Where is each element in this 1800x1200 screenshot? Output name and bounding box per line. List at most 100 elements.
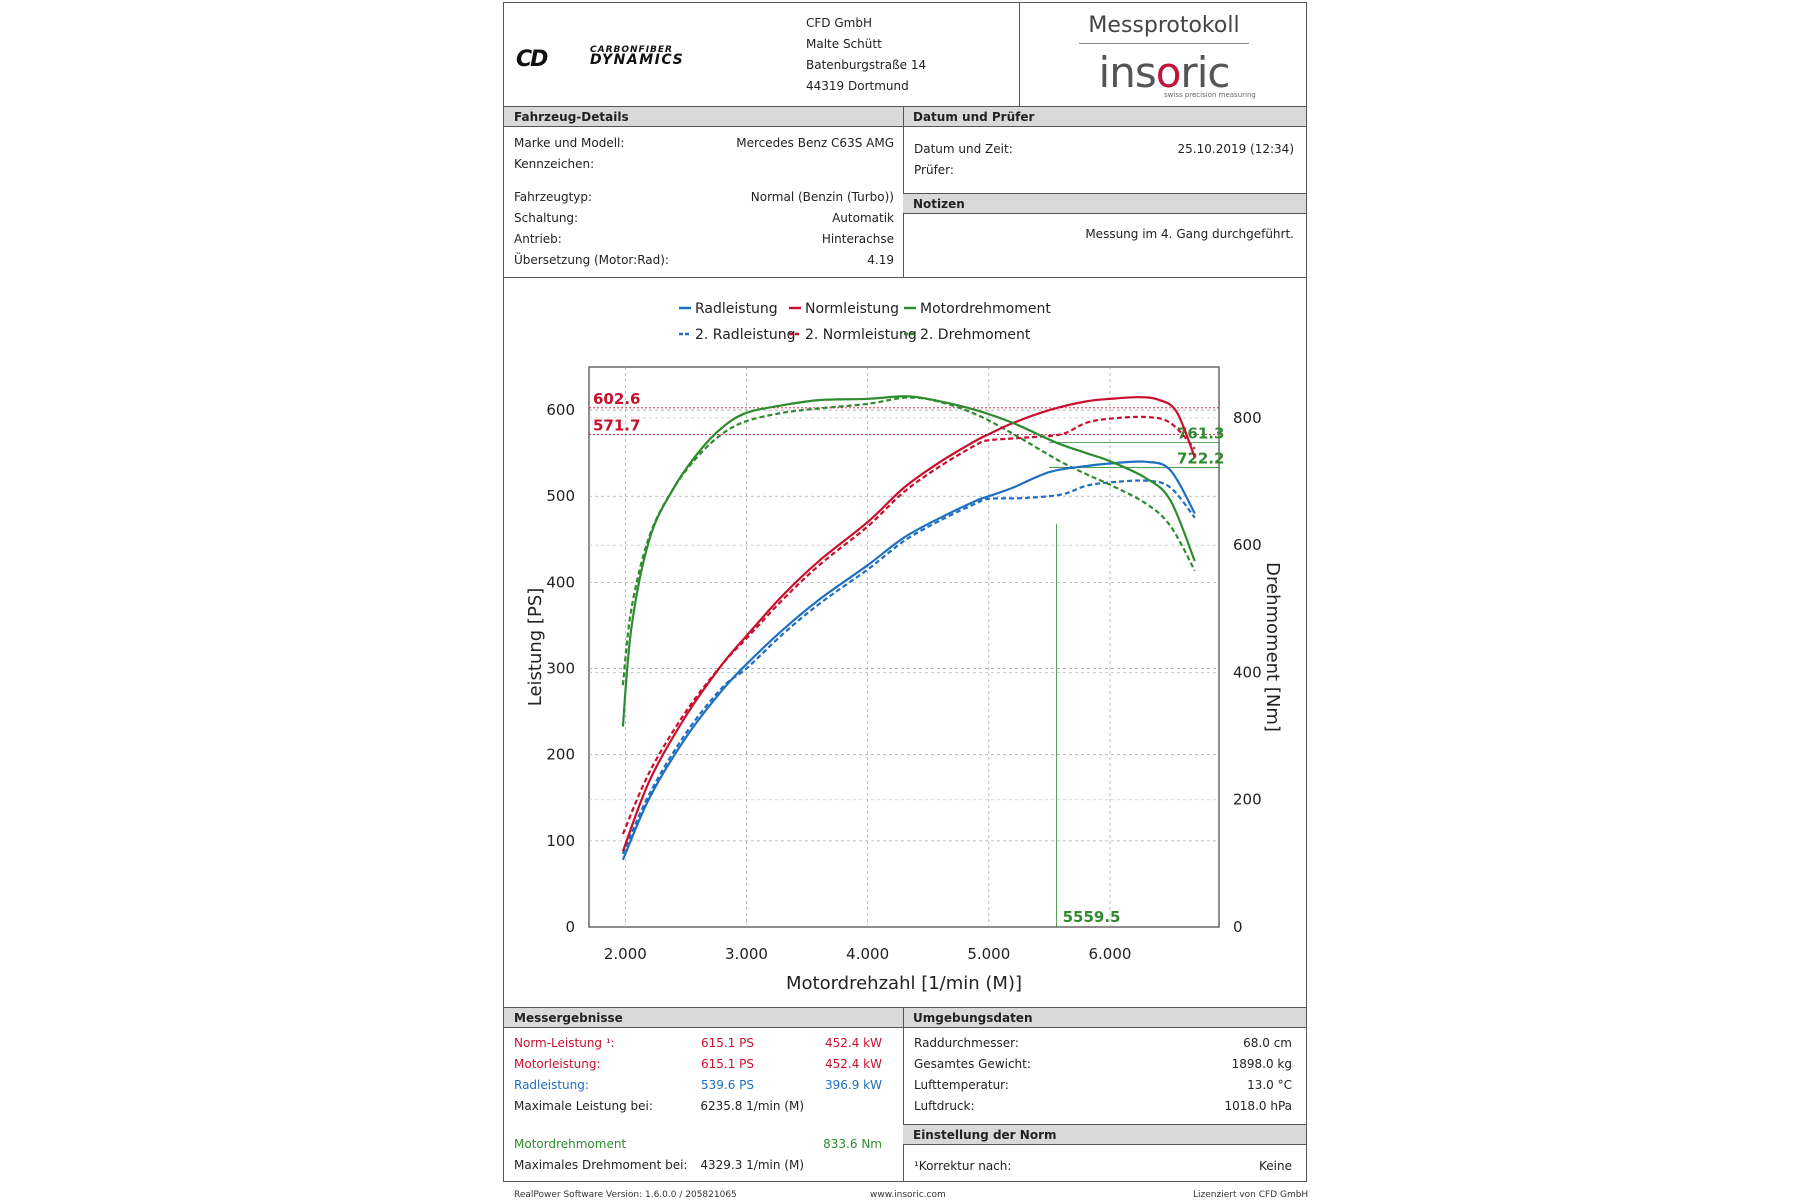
result-label: Maximales Drehmoment bei: — [514, 1158, 688, 1172]
y2-tick-label: 400 — [1233, 663, 1262, 681]
x-tick-label: 4.000 — [846, 945, 889, 963]
annotation-label: 571.7 — [593, 416, 640, 434]
annotation-label: 602.6 — [593, 390, 640, 408]
vehicle-label: Antrieb: — [514, 232, 562, 246]
env-value: 13.0 °C — [1247, 1078, 1292, 1092]
header-divider — [1019, 3, 1020, 107]
env-value: 1898.0 kg — [1231, 1057, 1292, 1071]
y-tick-label: 600 — [546, 401, 575, 419]
result-value: 6235.8 1/min (M) — [700, 1099, 804, 1113]
results-section-header: Messergebnisse — [504, 1007, 904, 1028]
vehicle-value: Mercedes Benz C63S AMG — [736, 136, 894, 150]
x-axis-label: Motordrehzahl [1/min (M)] — [786, 973, 1022, 994]
section-bottom-line — [504, 277, 1306, 278]
y-tick-label: 500 — [546, 487, 575, 505]
y2-tick-label: 0 — [1233, 918, 1243, 936]
vehicle-section-header: Fahrzeug-Details — [504, 106, 904, 127]
vehicle-value: Hinterachse — [821, 232, 894, 246]
date-label: Datum und Zeit: — [914, 142, 1013, 156]
annotation-label: 5559.5 — [1063, 908, 1121, 926]
dyno-chart: 2.000 3.000 4.000 5.000 6.000 0 100 200 300 400 50… — [525, 301, 1283, 994]
legend-label: 2. Radleistung — [695, 327, 796, 343]
y-axis-label: Leistung [PS] — [525, 588, 546, 707]
x-tick-label: 2.000 — [604, 945, 647, 963]
legend-label: Radleistung — [695, 301, 778, 317]
plot-area — [588, 366, 1220, 928]
env-label: Raddurchmesser: — [914, 1036, 1019, 1050]
legend-label: 2. Drehmoment — [920, 327, 1031, 343]
result-label: Norm-Leistung ¹: — [514, 1036, 615, 1050]
y2-tick-label: 800 — [1233, 409, 1262, 427]
environment-section-header: Umgebungsdaten — [903, 1007, 1306, 1028]
x-tick-label: 3.000 — [725, 945, 768, 963]
insoric-logo-part: ins — [1098, 48, 1157, 97]
address-line: CFD GmbH — [806, 16, 872, 30]
cfd-brand-logo: CARBONFIBER DYNAMICS — [590, 45, 685, 68]
y2-tick-label: 200 — [1233, 791, 1262, 809]
cfd-logo-icon: CD — [516, 47, 548, 72]
x-tick-label: 6.000 — [1088, 945, 1131, 963]
legend-label: Motordrehmoment — [920, 301, 1051, 317]
series-line-radleistung — [621, 460, 1196, 861]
result-value: 4329.3 1/min (M) — [700, 1158, 804, 1172]
brand-line-2: DYNAMICS — [590, 52, 685, 68]
env-label: Lufttemperatur: — [914, 1078, 1009, 1092]
result-kw: 452.4 kW — [825, 1036, 882, 1050]
env-value: 68.0 cm — [1243, 1036, 1292, 1050]
protocol-title: Messprotokoll — [1088, 13, 1240, 38]
date-section-header: Datum und Prüfer — [903, 106, 1306, 127]
y-tick-label: 100 — [546, 832, 575, 850]
annotation-label: 722.2 — [1177, 449, 1224, 467]
y-tick-label: 300 — [546, 660, 575, 678]
result-kw: 452.4 kW — [825, 1057, 882, 1071]
insoric-tagline: swiss precision measuring — [1164, 91, 1256, 99]
vehicle-label: Schaltung: — [514, 211, 579, 225]
section-divider — [903, 1007, 904, 1181]
header: CD CARBONFIBER DYNAMICS CFD GmbH Malte S… — [504, 3, 1306, 108]
result-label: Radleistung: — [514, 1078, 589, 1092]
series-line-2-drehmoment — [621, 396, 1196, 686]
env-value: 1018.0 hPa — [1224, 1099, 1292, 1113]
address-line: 44319 Dortmund — [806, 79, 909, 93]
vehicle-label: Kennzeichen: — [514, 157, 595, 171]
result-ps: 615.1 PS — [700, 1036, 754, 1050]
footer-website[interactable]: www.insoric.com — [870, 1190, 946, 1200]
y-tick-label: 0 — [565, 918, 575, 936]
norm-value: Keine — [1259, 1159, 1292, 1173]
legend-label: Normleistung — [805, 301, 899, 317]
vehicle-label: Fahrzeugtyp: — [514, 190, 593, 204]
y2-axis-label: Drehmoment [Nm] — [1262, 562, 1283, 732]
result-ps: 539.6 PS — [700, 1078, 754, 1092]
vehicle-label: Übersetzung (Motor:Rad): — [514, 253, 669, 267]
notes-text: Messung im 4. Gang durchgeführt. — [1085, 227, 1294, 241]
vehicle-value: 4.19 — [867, 253, 894, 267]
insoric-logo-part: ric — [1180, 48, 1230, 97]
result-nm: 833.6 Nm — [823, 1137, 882, 1151]
y-tick-label: 200 — [546, 746, 575, 764]
address-line: Malte Schütt — [806, 37, 882, 51]
insoric-logo: insoric — [1024, 48, 1304, 97]
date-value: 25.10.2019 (12:34) — [1177, 142, 1294, 156]
norm-section-header: Einstellung der Norm — [903, 1124, 1306, 1145]
result-label: Maximale Leistung bei: — [514, 1099, 653, 1113]
legend-label: 2. Normleistung — [805, 327, 917, 343]
vehicle-value: Normal (Benzin (Turbo)) — [750, 190, 894, 204]
title-underline — [1079, 43, 1249, 44]
notes-section-header: Notizen — [903, 193, 1306, 214]
y-tick-label: 400 — [546, 573, 575, 591]
series-line-normleistung — [621, 396, 1196, 852]
brand-line-1: CARBONFIBER — [590, 45, 673, 55]
result-ps: 615.1 PS — [700, 1057, 754, 1071]
vehicle-label: Marke und Modell: — [514, 136, 625, 150]
footer-version: RealPower Software Version: 1.6.0.0 / 20… — [514, 1190, 737, 1200]
examiner-label: Prüfer: — [914, 163, 954, 177]
insoric-logo-o: o — [1155, 48, 1182, 97]
env-label: Luftdruck: — [914, 1099, 975, 1113]
result-label: Motordrehmoment — [514, 1137, 627, 1151]
series-line-motordrehmoment — [621, 395, 1196, 727]
footer-license: Lizenziert von CFD GmbH — [1193, 1190, 1309, 1200]
result-label: Motorleistung: — [514, 1057, 601, 1071]
env-label: Gesamtes Gewicht: — [914, 1057, 1031, 1071]
company-address: CFD GmbH Malte Schütt Batenburgstraße 14… — [806, 13, 926, 97]
x-tick-label: 5.000 — [967, 945, 1010, 963]
